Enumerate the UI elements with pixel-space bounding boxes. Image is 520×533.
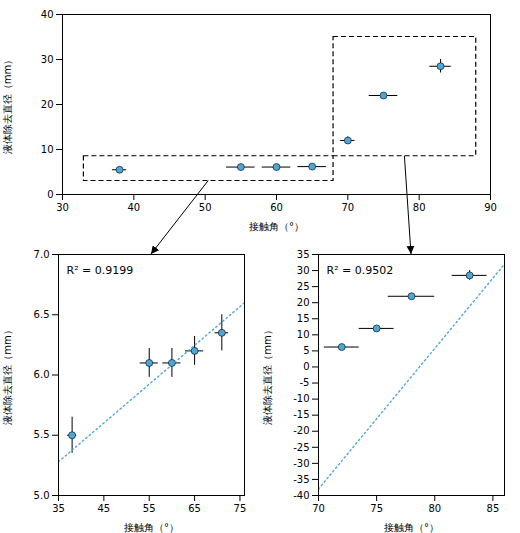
svg-text:80: 80 bbox=[413, 202, 426, 213]
svg-text:液体除去直径（mm）: 液体除去直径（mm） bbox=[2, 325, 13, 424]
svg-text:-15: -15 bbox=[293, 409, 309, 420]
svg-text:70: 70 bbox=[312, 503, 325, 514]
svg-text:85: 85 bbox=[487, 503, 500, 514]
svg-text:75: 75 bbox=[234, 503, 247, 514]
svg-text:R² = 0.9199: R² = 0.9199 bbox=[67, 264, 134, 277]
svg-text:50: 50 bbox=[199, 202, 212, 213]
svg-text:70: 70 bbox=[341, 202, 354, 213]
svg-text:35: 35 bbox=[52, 503, 65, 514]
svg-text:40: 40 bbox=[127, 202, 140, 213]
svg-text:5: 5 bbox=[303, 345, 309, 356]
svg-text:45: 45 bbox=[97, 503, 110, 514]
svg-text:5.5: 5.5 bbox=[34, 429, 50, 440]
svg-text:-35: -35 bbox=[293, 474, 309, 485]
svg-text:接触角（°）: 接触角（°） bbox=[249, 221, 304, 232]
svg-text:-25: -25 bbox=[293, 442, 309, 453]
svg-text:55: 55 bbox=[143, 503, 156, 514]
svg-text:75: 75 bbox=[370, 503, 383, 514]
svg-text:40: 40 bbox=[41, 9, 54, 20]
svg-text:60: 60 bbox=[270, 202, 283, 213]
svg-text:15: 15 bbox=[297, 313, 310, 324]
svg-text:R² = 0.9502: R² = 0.9502 bbox=[327, 264, 394, 277]
svg-text:90: 90 bbox=[484, 202, 497, 213]
svg-text:10: 10 bbox=[41, 144, 54, 155]
svg-text:30: 30 bbox=[56, 202, 69, 213]
svg-text:-10: -10 bbox=[293, 393, 309, 404]
svg-text:0: 0 bbox=[47, 189, 53, 200]
svg-text:-40: -40 bbox=[293, 490, 309, 501]
svg-text:10: 10 bbox=[297, 329, 310, 340]
svg-text:5.0: 5.0 bbox=[34, 490, 50, 501]
svg-text:6.5: 6.5 bbox=[34, 309, 50, 320]
svg-text:25: 25 bbox=[297, 281, 310, 292]
svg-text:80: 80 bbox=[428, 503, 441, 514]
svg-text:-20: -20 bbox=[293, 425, 309, 436]
svg-text:接触角（°）: 接触角（°） bbox=[384, 522, 439, 533]
svg-text:35: 35 bbox=[297, 249, 310, 260]
svg-text:30: 30 bbox=[41, 54, 54, 65]
svg-text:0: 0 bbox=[303, 361, 309, 372]
svg-text:20: 20 bbox=[297, 297, 310, 308]
svg-text:65: 65 bbox=[188, 503, 201, 514]
svg-text:20: 20 bbox=[41, 99, 54, 110]
svg-text:-30: -30 bbox=[293, 458, 309, 469]
svg-text:液体除去直径（mm）: 液体除去直径（mm） bbox=[262, 325, 273, 424]
svg-text:6.0: 6.0 bbox=[34, 369, 50, 380]
svg-text:30: 30 bbox=[297, 265, 310, 276]
svg-text:-5: -5 bbox=[300, 377, 310, 388]
svg-text:液体除去直径（mm）: 液体除去直径（mm） bbox=[2, 55, 13, 154]
svg-text:接触角（°）: 接触角（°） bbox=[124, 522, 179, 533]
svg-text:7.0: 7.0 bbox=[34, 249, 50, 260]
